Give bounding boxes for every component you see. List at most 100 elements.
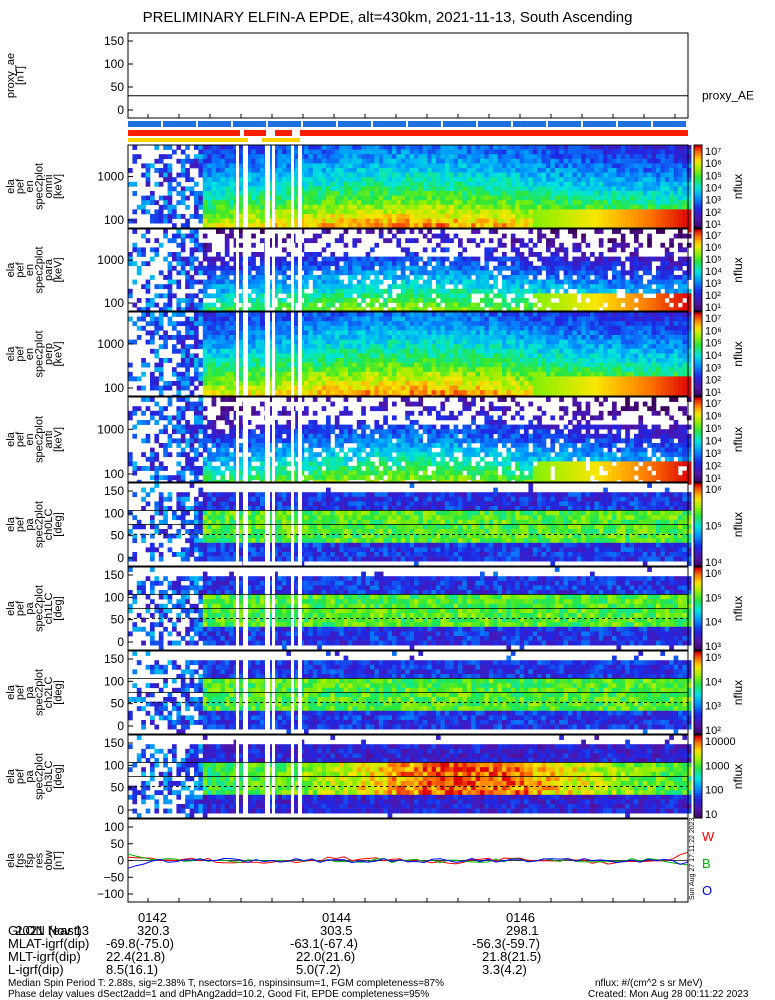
spectrogram-cell — [440, 181, 446, 187]
spectrogram-cell — [220, 229, 226, 234]
spectrogram-cell — [273, 233, 278, 239]
spectrogram-cell — [647, 284, 652, 290]
spectrogram-cell — [414, 270, 419, 276]
spectrogram-cell — [585, 172, 591, 178]
spectrogram-cell — [216, 218, 221, 224]
spectrogram-cell — [471, 172, 476, 178]
spectrogram-cell — [616, 145, 622, 150]
spectrogram-cell — [572, 344, 578, 350]
spectrogram-cell — [458, 181, 463, 187]
spectrogram-cell — [515, 238, 520, 244]
spectrogram-cell — [145, 168, 151, 173]
spectrogram-cell — [185, 321, 190, 327]
spectrogram-cell — [510, 298, 516, 303]
spectrogram-cell — [519, 209, 525, 215]
spectrogram-cell — [444, 238, 450, 244]
spectrogram-cell — [480, 325, 485, 331]
spectrogram-cell — [405, 348, 410, 354]
spectrogram-cell — [422, 172, 428, 178]
spectrogram-cell — [308, 168, 314, 173]
colorbar-segment — [694, 156, 702, 160]
spectrogram-cell — [462, 284, 468, 290]
spectrogram-cell — [590, 145, 595, 150]
spectrogram-cell — [154, 181, 160, 187]
spectrogram-cell — [141, 204, 146, 210]
spectrogram-cell — [585, 168, 591, 173]
spectrogram-cell — [466, 321, 472, 327]
spectrogram-cell — [321, 177, 327, 183]
data-gap — [298, 145, 302, 228]
spectrogram-cell — [493, 339, 498, 345]
spectrogram-cell — [475, 195, 481, 201]
spectrogram-cell — [444, 302, 450, 308]
spectrogram-cell — [352, 316, 358, 322]
spectrogram-cell — [370, 172, 375, 178]
spectrogram-cell — [546, 335, 551, 340]
spectrogram-cell — [506, 284, 512, 290]
spectrogram-cell — [594, 339, 600, 345]
spectrogram-cell — [418, 298, 424, 303]
spectrogram-cell — [568, 186, 573, 192]
spectrogram-cell — [387, 335, 393, 340]
spectrogram-cell — [326, 316, 331, 322]
spectrogram-cell — [532, 209, 538, 215]
spectrogram-cell — [660, 307, 666, 313]
spectrogram-cell — [625, 154, 630, 160]
spectrogram-cell — [554, 218, 560, 224]
spectrogram-cell — [387, 181, 393, 187]
spectrogram-cell — [378, 261, 384, 267]
spectrogram-cell — [524, 195, 529, 201]
spectrogram-cell — [475, 335, 481, 340]
spectrogram-cell — [396, 181, 402, 187]
spectrogram-cell — [629, 204, 635, 210]
spectrogram-cell — [590, 195, 595, 201]
spectrogram-cell — [458, 256, 463, 262]
spectrogram-cell — [651, 158, 657, 164]
spectrogram-cell — [678, 261, 683, 267]
spectrogram-cell — [493, 191, 498, 196]
spectrogram-cell — [383, 261, 388, 267]
spectrogram-cell — [510, 163, 516, 169]
spectrogram-cell — [348, 204, 353, 210]
spectrogram-cell — [392, 265, 397, 271]
spectrogram-cell — [172, 312, 177, 317]
spectrogram-cell — [352, 163, 358, 169]
spectrogram-cell — [295, 265, 300, 271]
spectrogram-cell — [620, 204, 626, 210]
spectrogram-cell — [568, 200, 573, 206]
spectrogram-cell — [638, 149, 644, 155]
spectrogram-cell — [317, 252, 322, 257]
spectrogram-cell — [414, 218, 419, 224]
colorbar-segment — [694, 267, 702, 271]
spectrogram-cell — [317, 181, 322, 187]
spectrogram-cell — [326, 195, 331, 201]
spectrogram-cell — [682, 312, 688, 317]
spectrogram-cell — [273, 195, 278, 201]
spectrogram-cell — [629, 163, 635, 169]
spectrogram-cell — [348, 261, 353, 267]
spectrogram-cell — [405, 247, 410, 253]
spectrogram-cell — [541, 261, 547, 267]
spectrogram-cell — [440, 284, 446, 290]
spectrogram-cell — [559, 177, 564, 183]
spectrogram-cell — [176, 279, 182, 285]
spectrogram-cell — [493, 321, 498, 327]
spectrogram-cell — [378, 186, 384, 192]
spectrogram-cell — [532, 218, 538, 224]
spectrogram-cell — [581, 316, 586, 322]
spectrogram-cell — [673, 316, 679, 322]
spectrogram-cell — [180, 242, 186, 248]
spectrogram-cell — [634, 186, 639, 192]
spectrogram-cell — [282, 353, 287, 359]
spectrogram-cell — [387, 321, 393, 327]
spectrogram-cell — [268, 177, 274, 183]
spectrogram-cell — [471, 163, 476, 169]
spectrogram-cell — [559, 242, 564, 248]
spectrogram-cell — [537, 330, 542, 336]
spectrogram-cell — [136, 335, 142, 340]
spectrogram-cell — [255, 316, 261, 322]
spectrogram-cell — [194, 330, 199, 336]
spectrogram-cell — [453, 168, 459, 173]
panel-ylabel: pef — [15, 261, 27, 277]
spectrogram-cell — [634, 288, 639, 294]
